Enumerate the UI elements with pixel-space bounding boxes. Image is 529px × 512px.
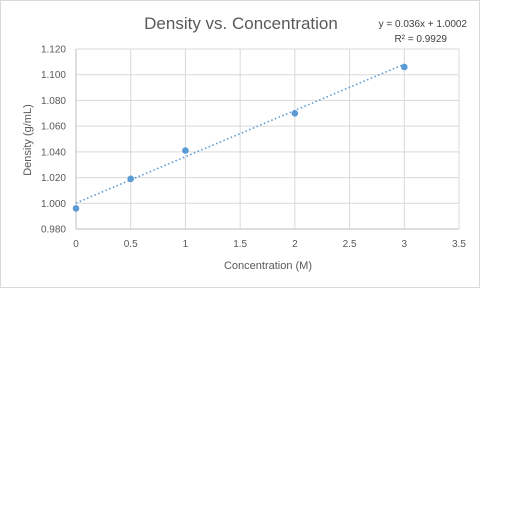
gridlines bbox=[76, 48, 460, 229]
y-tick-label: 0.980 bbox=[41, 225, 66, 236]
x-tick-label: 3 bbox=[402, 239, 408, 250]
y-axis-title: Density (g/mL) bbox=[22, 104, 34, 176]
y-tick-label: 1.120 bbox=[41, 45, 66, 56]
trendline-equation: y = 0.036x + 1.0002 bbox=[379, 19, 468, 30]
y-tick-label: 1.100 bbox=[41, 70, 66, 81]
x-tick-label: 1.5 bbox=[233, 239, 247, 250]
chart-area: 0.980 1.000 1.020 1.040 1.060 1.080 1.100 1.120… bbox=[0, 0, 480, 288]
data-point bbox=[72, 205, 80, 212]
chart-title: Density vs. Concentration bbox=[144, 14, 338, 33]
x-tick-label: 0.5 bbox=[124, 239, 138, 250]
trendline-layer bbox=[75, 63, 405, 204]
x-tick-label: 2 bbox=[292, 239, 298, 250]
scatter-chart: 0.980 1.000 1.020 1.040 1.060 1.080 1.100 1.120… bbox=[22, 14, 468, 272]
y-tick-label: 1.020 bbox=[41, 173, 66, 184]
axes: 0.980 1.000 1.020 1.040 1.060 1.080 1.100 1.120… bbox=[41, 45, 466, 251]
linear-trendline bbox=[75, 63, 405, 204]
data-point bbox=[182, 147, 189, 154]
x-tick-label: 2.5 bbox=[343, 239, 357, 250]
data-point bbox=[291, 109, 299, 117]
trendline-r-squared: R² = 0.9929 bbox=[394, 34, 447, 45]
x-tick-label: 0 bbox=[73, 239, 79, 250]
y-tick-label: 1.080 bbox=[41, 96, 66, 107]
y-tick-label: 1.060 bbox=[41, 122, 66, 133]
y-tick-label: 1.040 bbox=[41, 147, 66, 158]
y-tick-label: 1.000 bbox=[41, 199, 66, 210]
data-point bbox=[400, 63, 408, 71]
x-axis-title: Concentration (M) bbox=[224, 260, 312, 272]
data-point bbox=[127, 175, 135, 183]
x-tick-label: 3.5 bbox=[452, 239, 466, 250]
data-points bbox=[72, 63, 408, 212]
x-tick-label: 1 bbox=[183, 239, 189, 250]
